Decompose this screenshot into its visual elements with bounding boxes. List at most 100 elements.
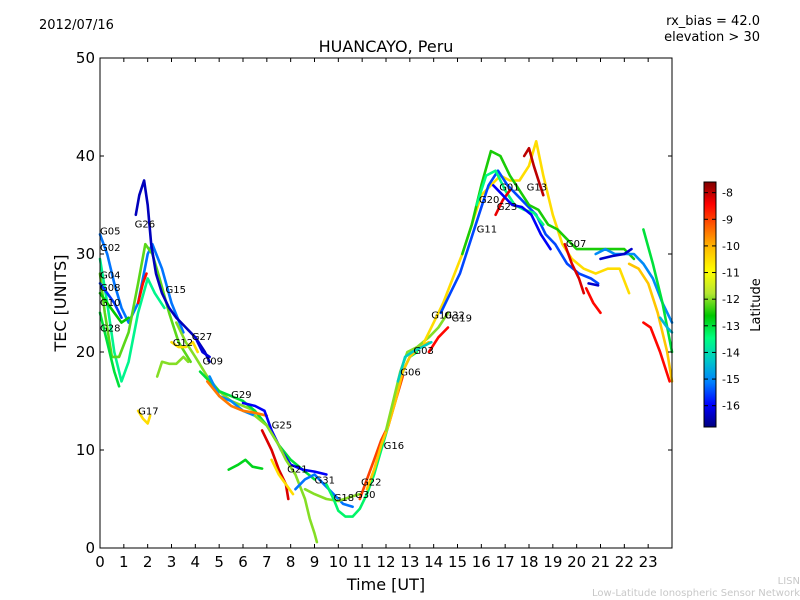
prn-label: G23 [497,202,517,213]
series-line-g11x [227,458,264,471]
rx-bias-label: rx_bias = 42.0 [666,14,760,29]
x-tick-label: 18 [519,553,538,571]
series-line-g04 [98,242,192,364]
x-tick-label: 9 [310,553,320,571]
colorbar-tick-label: -14 [722,346,740,359]
colorbar-label: Latitude [749,278,764,332]
series-line-g06 [384,311,450,432]
prn-label: G26 [135,220,155,231]
series-line-g32 [439,169,600,315]
prn-label: G08 [100,283,120,294]
series-line-g07b [587,282,600,287]
elevation-label: elevation > 30 [664,30,760,45]
series-line-g17 [136,409,152,425]
prn-label: G17 [138,407,158,418]
colorbar-tick-label: -11 [722,267,740,280]
y-tick-label: 10 [76,441,95,459]
series-line-g12 [170,340,199,354]
plot-frame [99,57,673,549]
series-line-g21b [270,458,295,496]
colorbar-gradient-rect [703,181,717,428]
series-line-g24b [599,247,633,261]
series-line-g07 [563,242,586,295]
colorbar-tick-label: -9 [722,213,733,226]
series-line-g29c [206,380,269,417]
series-line-g20 [475,169,545,226]
series-line-g08 [98,282,123,319]
prn-label: G09 [203,357,223,368]
prn-label: G31 [315,475,335,486]
x-tick-label: 0 [95,553,105,571]
colorbar: -8 -9 -10 -11 -12 -13 -14 -15 -16 Latitude [703,181,764,428]
series-layer [98,140,674,544]
prn-label: G07 [566,239,586,250]
series-line-g14d [658,316,674,334]
footer-org-short: LISN [777,576,800,587]
prn-label: G01 [499,182,519,193]
x-tick-label: 16 [472,553,491,571]
prn-label: G03 [413,346,433,357]
x-tick-label: 4 [191,553,201,571]
x-tick-label: 1 [119,553,129,571]
series-line-g13 [522,146,545,197]
colorbar-tick-label: -12 [722,293,740,306]
prn-label: G12 [173,338,193,349]
y-axis-label: TEC [UNITS] [51,255,70,353]
x-tick-label: 7 [262,553,272,571]
prn-label: G32 [444,311,464,322]
x-tick-label: 11 [353,553,372,571]
prn-label: G28 [100,323,120,334]
prn-label: G20 [479,195,499,206]
prn-label: G10 [100,298,120,309]
x-tick-label: 22 [615,553,634,571]
colorbar-tick-label: -8 [722,187,733,200]
date-label: 2012/07/16 [39,18,114,33]
series-line-g31 [294,473,354,509]
x-tick-label: 2 [143,553,153,571]
chart-title: HUANCAYO, Peru [318,37,454,56]
series-line-g15 [136,272,148,305]
series-line-g10 [98,291,130,324]
prn-label: G21 [287,465,307,476]
x-tick-label: 8 [286,553,296,571]
prn-label: G11 [477,224,497,235]
x-tick-label: 14 [424,553,443,571]
series-line-g19 [422,140,631,344]
y-tick-label: 30 [76,245,95,263]
y-tick-label: 40 [76,147,95,165]
series-line-g14c [642,321,671,383]
prn-label: G19 [452,314,472,325]
series-line-g31b [303,487,362,503]
series-line-g14b [627,262,674,383]
x-tick-label: 3 [167,553,177,571]
prn-label: G16 [384,441,404,452]
prn-label: G22 [361,477,381,488]
y-tick-label: 50 [76,49,95,67]
prn-label: G05 [100,226,120,237]
series-line-g19b [427,326,450,354]
x-tick-label: 10 [329,553,348,571]
series-line-g18 [253,414,319,544]
y-tick-label: 0 [85,539,95,557]
x-tick-label: 13 [400,553,419,571]
colorbar-tick-label: -16 [722,400,740,413]
series-line-g03 [396,340,433,383]
prn-label: G10 [431,311,451,322]
x-tick-label: 19 [543,553,562,571]
x-tick-label: 20 [567,553,586,571]
series-line-g21 [260,429,290,501]
x-tick-label: 6 [238,553,248,571]
prn-label: G27 [192,332,212,343]
prn-label: G13 [527,182,547,193]
prn-label: G18 [334,493,354,504]
y-tick-label: 20 [76,343,95,361]
series-line-g09 [194,336,211,359]
x-tick-label: 5 [214,553,224,571]
colorbar-tick-label: -15 [722,373,740,386]
prn-label: G29 [231,390,251,401]
colorbar-ticks: -8 -9 -10 -11 -12 -13 -14 -15 -16 [704,187,740,413]
series-line-g17b [155,355,190,378]
series-line-g23 [494,189,512,217]
